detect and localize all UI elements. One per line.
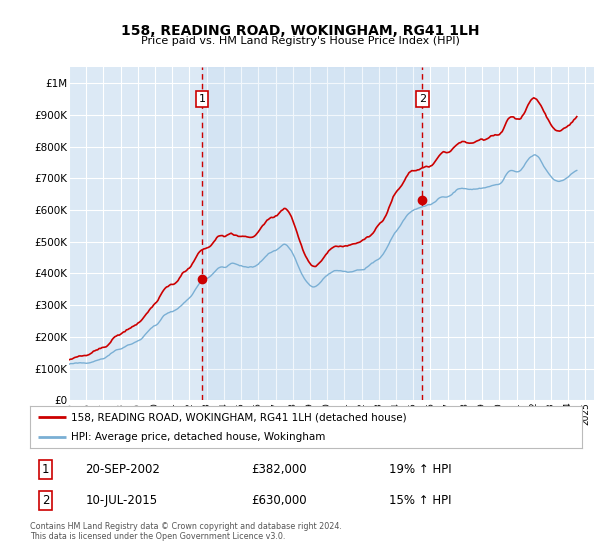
Text: £382,000: £382,000 — [251, 463, 307, 476]
Text: 1: 1 — [42, 463, 49, 476]
Text: 19% ↑ HPI: 19% ↑ HPI — [389, 463, 451, 476]
Text: Price paid vs. HM Land Registry's House Price Index (HPI): Price paid vs. HM Land Registry's House … — [140, 36, 460, 46]
Text: 15% ↑ HPI: 15% ↑ HPI — [389, 494, 451, 507]
Text: £630,000: £630,000 — [251, 494, 307, 507]
Text: HPI: Average price, detached house, Wokingham: HPI: Average price, detached house, Woki… — [71, 432, 326, 442]
Text: 2: 2 — [42, 494, 49, 507]
Text: This data is licensed under the Open Government Licence v3.0.: This data is licensed under the Open Gov… — [30, 532, 286, 541]
Text: Contains HM Land Registry data © Crown copyright and database right 2024.: Contains HM Land Registry data © Crown c… — [30, 522, 342, 531]
Text: 2: 2 — [419, 94, 426, 104]
Text: 158, READING ROAD, WOKINGHAM, RG41 1LH: 158, READING ROAD, WOKINGHAM, RG41 1LH — [121, 24, 479, 38]
Text: 20-SEP-2002: 20-SEP-2002 — [85, 463, 160, 476]
Text: 1: 1 — [199, 94, 205, 104]
Text: 158, READING ROAD, WOKINGHAM, RG41 1LH (detached house): 158, READING ROAD, WOKINGHAM, RG41 1LH (… — [71, 412, 407, 422]
Bar — [202, 67, 422, 400]
Text: 10-JUL-2015: 10-JUL-2015 — [85, 494, 157, 507]
